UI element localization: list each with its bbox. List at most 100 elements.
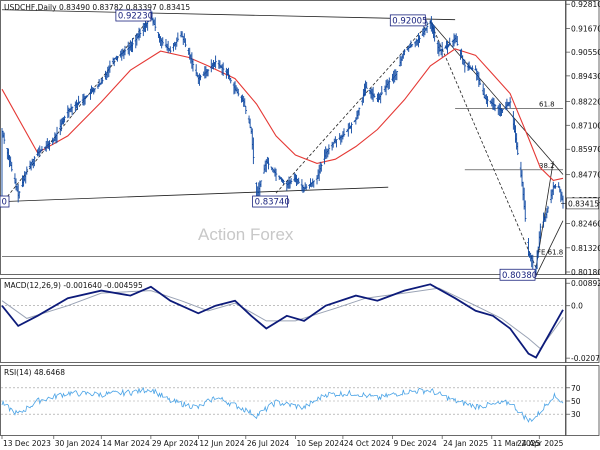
y-tick-label: 0.90550: [571, 48, 600, 57]
level-label: 0.92230: [118, 12, 153, 22]
x-tick-label: 30 Jan 2024: [55, 439, 100, 448]
price-bar: [425, 21, 429, 34]
price-bar: [440, 42, 444, 58]
last-price-box: [566, 197, 599, 210]
y-tick-label: 0.88220: [571, 98, 600, 107]
macd-y-tick-label: 0.0: [571, 302, 583, 311]
price-bar: [86, 95, 89, 98]
y-tick-label: 0.91670: [571, 24, 600, 33]
y-tick-label: 0.81320: [571, 244, 600, 253]
price-bar: [108, 60, 112, 73]
price-bar: [546, 205, 550, 213]
level-box: [389, 14, 426, 27]
price-bar: [153, 17, 157, 31]
price-bar: [176, 32, 180, 42]
price-bar: [25, 166, 29, 175]
price-bar: [199, 74, 202, 81]
macd-axis-strip: [565, 278, 600, 363]
price-bar: [410, 44, 414, 47]
price-bar: [2, 132, 6, 144]
x-tick-label: 11 Mar 2025: [493, 439, 541, 448]
x-tick-label: 24 Apr 2025: [517, 439, 564, 448]
price-bar: [237, 88, 240, 97]
y-tick-label: 0.89430: [571, 72, 600, 81]
price-bar: [214, 55, 217, 69]
price-bar: [93, 88, 96, 93]
macd-y-tick-label: -0.020759: [571, 354, 600, 363]
price-bar: [184, 38, 187, 48]
rsi-y-tick-label: 70: [571, 384, 581, 393]
price-bar: [493, 104, 497, 112]
rsi-layer: 70 50 30: [1, 384, 581, 423]
x-tick-label: 13 Dec 2023: [3, 439, 51, 448]
level-label: 0.92005: [392, 16, 427, 26]
falling-trendline: [429, 21, 564, 175]
price-bar: [169, 46, 172, 53]
x-tick-label: 24 Oct 2024: [344, 439, 391, 448]
price-bar: [78, 101, 81, 104]
price-bar: [191, 58, 195, 72]
price-bar: [501, 108, 504, 113]
rsi-y-tick-label: 30: [571, 410, 581, 419]
x-tick-label: 26 Jul 2024: [247, 439, 290, 448]
price-bar: [297, 177, 300, 184]
level-label: 0.83740: [255, 198, 290, 208]
price-bar: [508, 97, 512, 109]
rising-channel-lower: [535, 220, 564, 276]
fib-label: 61.8: [539, 100, 555, 108]
price-bar: [403, 49, 406, 56]
price-bar: [229, 78, 232, 84]
y-tick-label: 0.85970: [571, 145, 600, 154]
price-bar: [395, 71, 399, 81]
price-bar: [335, 139, 338, 148]
price-bar: [221, 62, 225, 76]
fib-label: 38.2: [539, 162, 555, 170]
rsi-y-tick-label: 50: [571, 397, 581, 406]
price-bar: [320, 163, 323, 172]
upper-channel-line: [1, 9, 456, 21]
price-bar: [138, 28, 142, 38]
price-bar: [206, 69, 210, 77]
price-bar: [40, 146, 44, 151]
x-tick-label: 29 Apr 2024: [152, 439, 199, 448]
price-bar: [244, 105, 248, 115]
price-bar: [373, 93, 376, 98]
main-price-layer: 0.92810 0.91670 0.90550 0.89430 0.88220 0.871…: [0, 0, 600, 281]
price-bar: [70, 106, 74, 116]
level-box: [499, 268, 536, 281]
rising-channel-upper: [535, 161, 554, 268]
price-bar: [342, 128, 346, 137]
price-bar: [357, 107, 361, 116]
y-tick-label: 0.87100: [571, 121, 600, 130]
price-bar: [33, 156, 36, 167]
price-bar: [289, 178, 293, 185]
x-tick-label: 12 Jun 2024: [199, 439, 244, 448]
price-bar: [131, 38, 134, 53]
price-bar: [554, 184, 557, 189]
price-bar: [123, 45, 127, 56]
price-bar: [282, 179, 285, 185]
price-bar: [252, 137, 255, 165]
y-tick-label: 0.80180: [571, 268, 600, 277]
price-bar: [478, 78, 482, 86]
price-bar: [259, 180, 263, 188]
price-bar: [539, 223, 542, 240]
left-edge-label: 0: [2, 198, 7, 208]
y-tick-label: 0.92810: [571, 0, 600, 9]
rsi-panel-frame: [0, 365, 566, 436]
price-bar: [418, 35, 421, 43]
x-axis: 13 Dec 2023 30 Jan 2024 14 Mar 2024 29 Apr …: [1, 435, 564, 448]
price-bar: [486, 96, 489, 107]
rsi-panel: [0, 365, 600, 436]
price-bar: [10, 161, 13, 172]
macd-layer: 0.008923 0.0 -0.020759: [1, 279, 600, 363]
level-box: [252, 195, 289, 208]
price-bar: [365, 81, 368, 89]
x-tick-label: 24 Jan 2025: [443, 439, 488, 448]
y-tick-label: 0.82460: [571, 220, 600, 229]
lower-channel-line: [1, 186, 389, 203]
price-bar: [463, 59, 467, 73]
left-edge-box: [0, 195, 10, 208]
main-axis-strip: [565, 0, 600, 275]
price-bar: [350, 122, 353, 134]
